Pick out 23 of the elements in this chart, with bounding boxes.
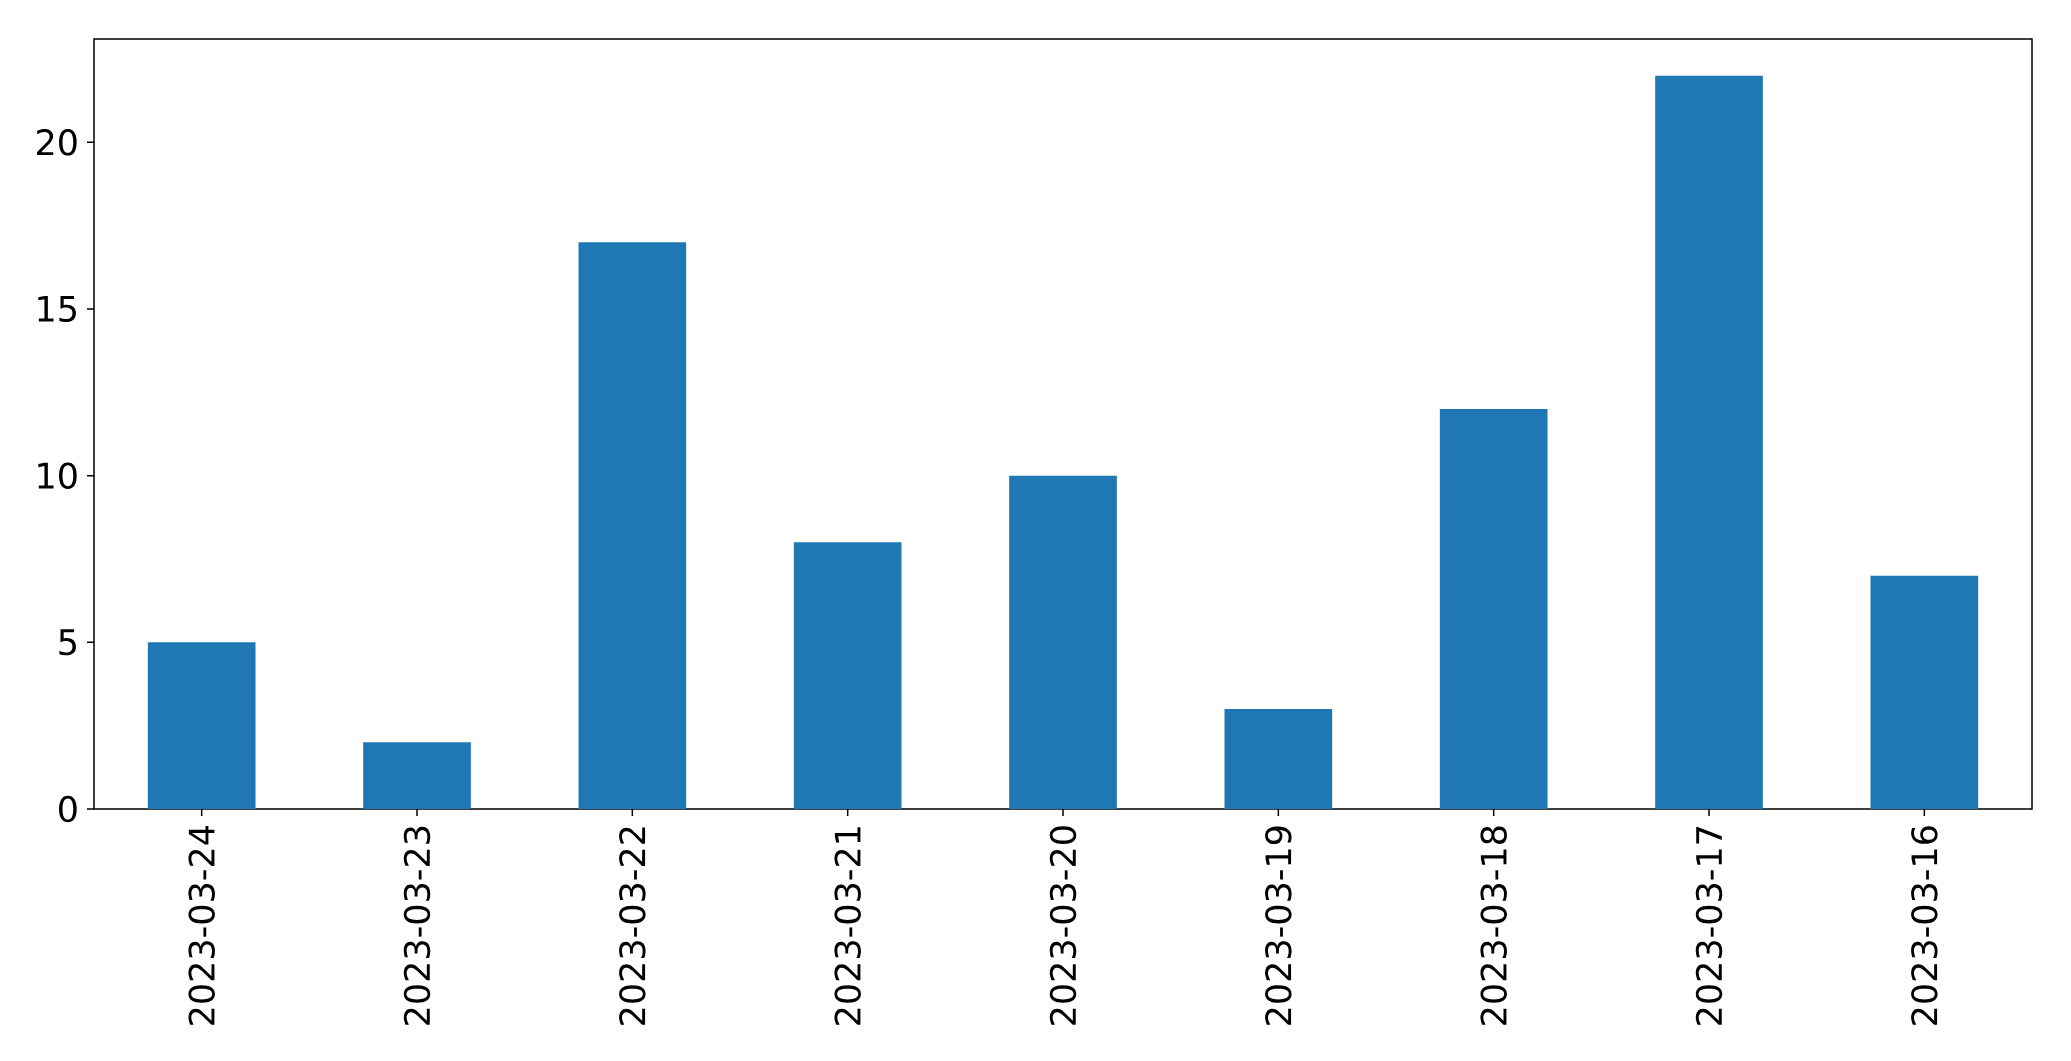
- x-tick-label: 2023-03-24: [188, 826, 215, 1025]
- bar: [1870, 575, 1979, 809]
- x-tick-label: 2023-03-18: [1480, 826, 1507, 1025]
- x-tick-label: 2023-03-23: [403, 826, 431, 1025]
- x-tick-label: 2023-03-17: [1695, 827, 1723, 1025]
- bar: [363, 742, 471, 809]
- y-tick-label: 10: [38, 462, 77, 489]
- bar: [147, 642, 256, 809]
- bar: [1009, 475, 1117, 809]
- bar: [578, 242, 687, 809]
- x-tick-label: 2023-03-20: [1049, 826, 1077, 1025]
- bar: [1224, 709, 1333, 809]
- x-tick-label: 2023-03-22: [619, 827, 646, 1025]
- x-tick-label: 2023-03-16: [1911, 826, 1938, 1025]
- bar: [1439, 409, 1548, 809]
- y-tick-label: 15: [38, 295, 76, 323]
- y-tick-label: 5: [59, 629, 76, 656]
- y-tick-label: 0: [59, 795, 77, 823]
- y-tick-label: 20: [37, 129, 77, 156]
- x-tick-label: 2023-03-21: [834, 827, 861, 1025]
- bar: [1655, 75, 1763, 809]
- x-tick-label: 2023-03-19: [1265, 826, 1292, 1025]
- bar: [793, 542, 902, 809]
